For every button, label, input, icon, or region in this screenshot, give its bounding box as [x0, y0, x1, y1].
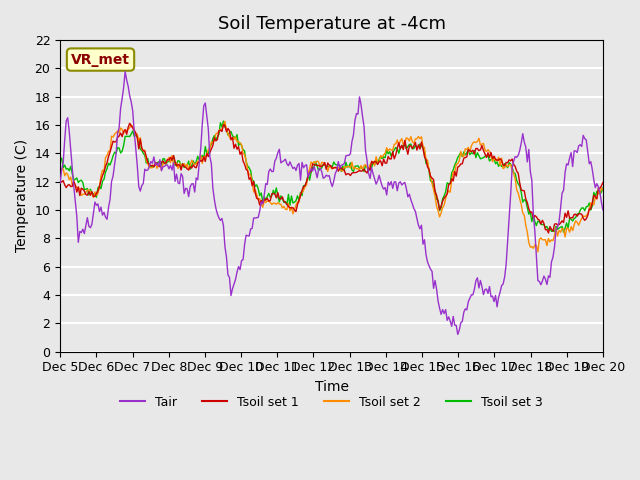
Text: VR_met: VR_met [71, 53, 130, 67]
Y-axis label: Temperature (C): Temperature (C) [15, 139, 29, 252]
Title: Soil Temperature at -4cm: Soil Temperature at -4cm [218, 15, 445, 33]
X-axis label: Time: Time [314, 380, 349, 394]
Legend: Tair, Tsoil set 1, Tsoil set 2, Tsoil set 3: Tair, Tsoil set 1, Tsoil set 2, Tsoil se… [115, 391, 548, 414]
